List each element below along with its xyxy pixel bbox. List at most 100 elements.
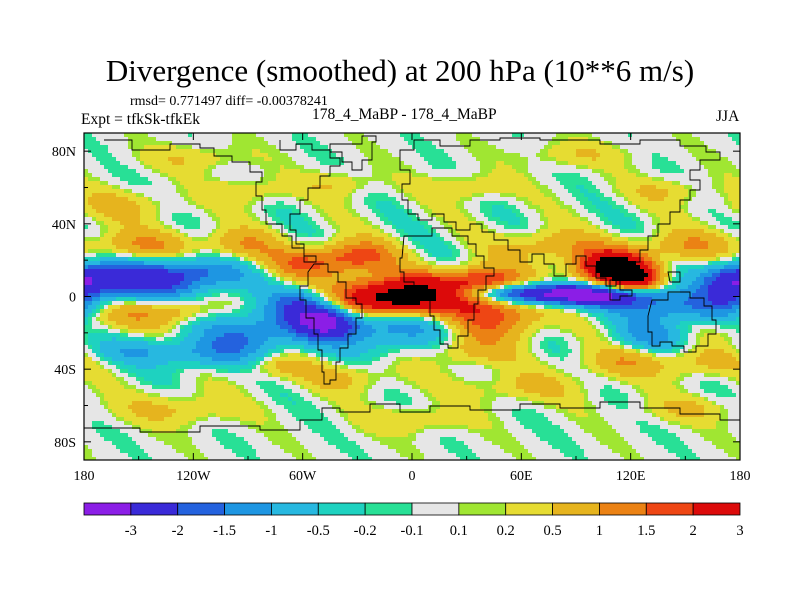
field-cell bbox=[276, 221, 284, 225]
field-cell bbox=[720, 193, 728, 197]
field-cell bbox=[84, 341, 88, 345]
field-cell bbox=[148, 197, 152, 201]
field-cell bbox=[552, 233, 600, 237]
field-cell bbox=[668, 285, 676, 289]
field-cell bbox=[264, 209, 276, 213]
field-cell bbox=[724, 185, 740, 189]
field-cell bbox=[188, 457, 208, 460]
field-cell bbox=[276, 305, 284, 309]
field-cell bbox=[304, 349, 320, 353]
field-cell bbox=[328, 309, 336, 313]
field-cell bbox=[100, 301, 108, 305]
field-cell bbox=[420, 153, 448, 157]
field-cell bbox=[84, 353, 88, 357]
field-cell bbox=[176, 429, 188, 433]
field-cell bbox=[736, 457, 740, 460]
field-cell bbox=[372, 305, 476, 309]
field-cell bbox=[284, 317, 300, 321]
field-cell bbox=[620, 313, 668, 317]
field-cell bbox=[560, 229, 584, 233]
field-cell bbox=[288, 393, 300, 397]
field-cell bbox=[592, 369, 608, 373]
field-cell bbox=[188, 333, 204, 337]
field-cell bbox=[500, 377, 516, 381]
field-cell bbox=[648, 265, 652, 269]
field-cell bbox=[316, 289, 324, 293]
field-cell bbox=[368, 157, 400, 161]
field-cell bbox=[248, 225, 268, 229]
field-cell bbox=[736, 237, 740, 241]
field-cell bbox=[600, 441, 628, 445]
field-cell bbox=[376, 297, 436, 301]
field-cell bbox=[444, 349, 448, 353]
field-cell bbox=[120, 365, 136, 369]
field-cell bbox=[604, 221, 612, 225]
field-cell bbox=[152, 201, 160, 205]
field-cell bbox=[276, 269, 284, 273]
field-cell bbox=[256, 301, 268, 305]
field-cell bbox=[84, 369, 108, 373]
field-cell bbox=[608, 333, 612, 337]
field-cell bbox=[580, 365, 588, 369]
field-cell bbox=[368, 285, 404, 289]
field-cell bbox=[728, 133, 740, 137]
field-cell bbox=[452, 253, 460, 257]
field-cell bbox=[732, 353, 740, 357]
field-cell bbox=[280, 281, 284, 285]
field-cell bbox=[520, 221, 528, 225]
field-cell bbox=[704, 373, 720, 377]
field-cell bbox=[100, 317, 108, 321]
field-cell bbox=[84, 333, 88, 337]
field-cell bbox=[92, 345, 100, 349]
field-cell bbox=[720, 269, 736, 273]
field-cell bbox=[664, 365, 708, 369]
field-cell bbox=[728, 241, 740, 245]
field-cell bbox=[664, 417, 720, 421]
field-cell bbox=[540, 345, 548, 349]
field-cell bbox=[104, 165, 128, 169]
field-cell bbox=[256, 401, 264, 405]
field-cell bbox=[532, 401, 544, 405]
field-cell bbox=[344, 293, 352, 297]
field-cell bbox=[572, 333, 576, 337]
field-cell bbox=[480, 341, 496, 345]
field-cell bbox=[252, 397, 256, 401]
field-cell bbox=[260, 165, 280, 169]
field-cell bbox=[420, 389, 428, 393]
field-cell bbox=[584, 261, 596, 265]
field-cell bbox=[536, 209, 544, 213]
field-cell bbox=[488, 249, 572, 253]
field-cell bbox=[528, 337, 532, 341]
field-cell bbox=[316, 353, 320, 357]
field-cell bbox=[364, 433, 376, 437]
field-cell bbox=[336, 445, 360, 449]
field-cell bbox=[240, 261, 248, 265]
field-cell bbox=[584, 345, 620, 349]
field-cell bbox=[484, 389, 496, 393]
field-cell bbox=[336, 321, 348, 325]
field-cell bbox=[492, 213, 516, 217]
field-cell bbox=[320, 297, 324, 301]
field-cell bbox=[340, 449, 364, 453]
field-cell bbox=[676, 325, 688, 329]
field-cell bbox=[660, 229, 672, 233]
field-cell bbox=[544, 305, 552, 309]
field-cell bbox=[624, 337, 636, 341]
field-cell bbox=[504, 297, 512, 301]
field-cell bbox=[160, 169, 204, 173]
field-cell bbox=[304, 377, 352, 381]
field-cell bbox=[216, 229, 228, 233]
field-cell bbox=[680, 373, 692, 377]
field-cell bbox=[568, 189, 580, 193]
field-cell bbox=[332, 273, 372, 277]
coastline-eurasia bbox=[399, 137, 721, 287]
field-cell bbox=[556, 285, 576, 289]
field-cell bbox=[284, 221, 308, 225]
field-cell bbox=[668, 277, 672, 281]
field-cell bbox=[296, 281, 308, 285]
field-cell bbox=[244, 205, 252, 209]
field-cell bbox=[688, 325, 692, 329]
field-cell bbox=[488, 229, 496, 233]
field-cell bbox=[300, 317, 336, 321]
field-cell bbox=[620, 341, 624, 345]
